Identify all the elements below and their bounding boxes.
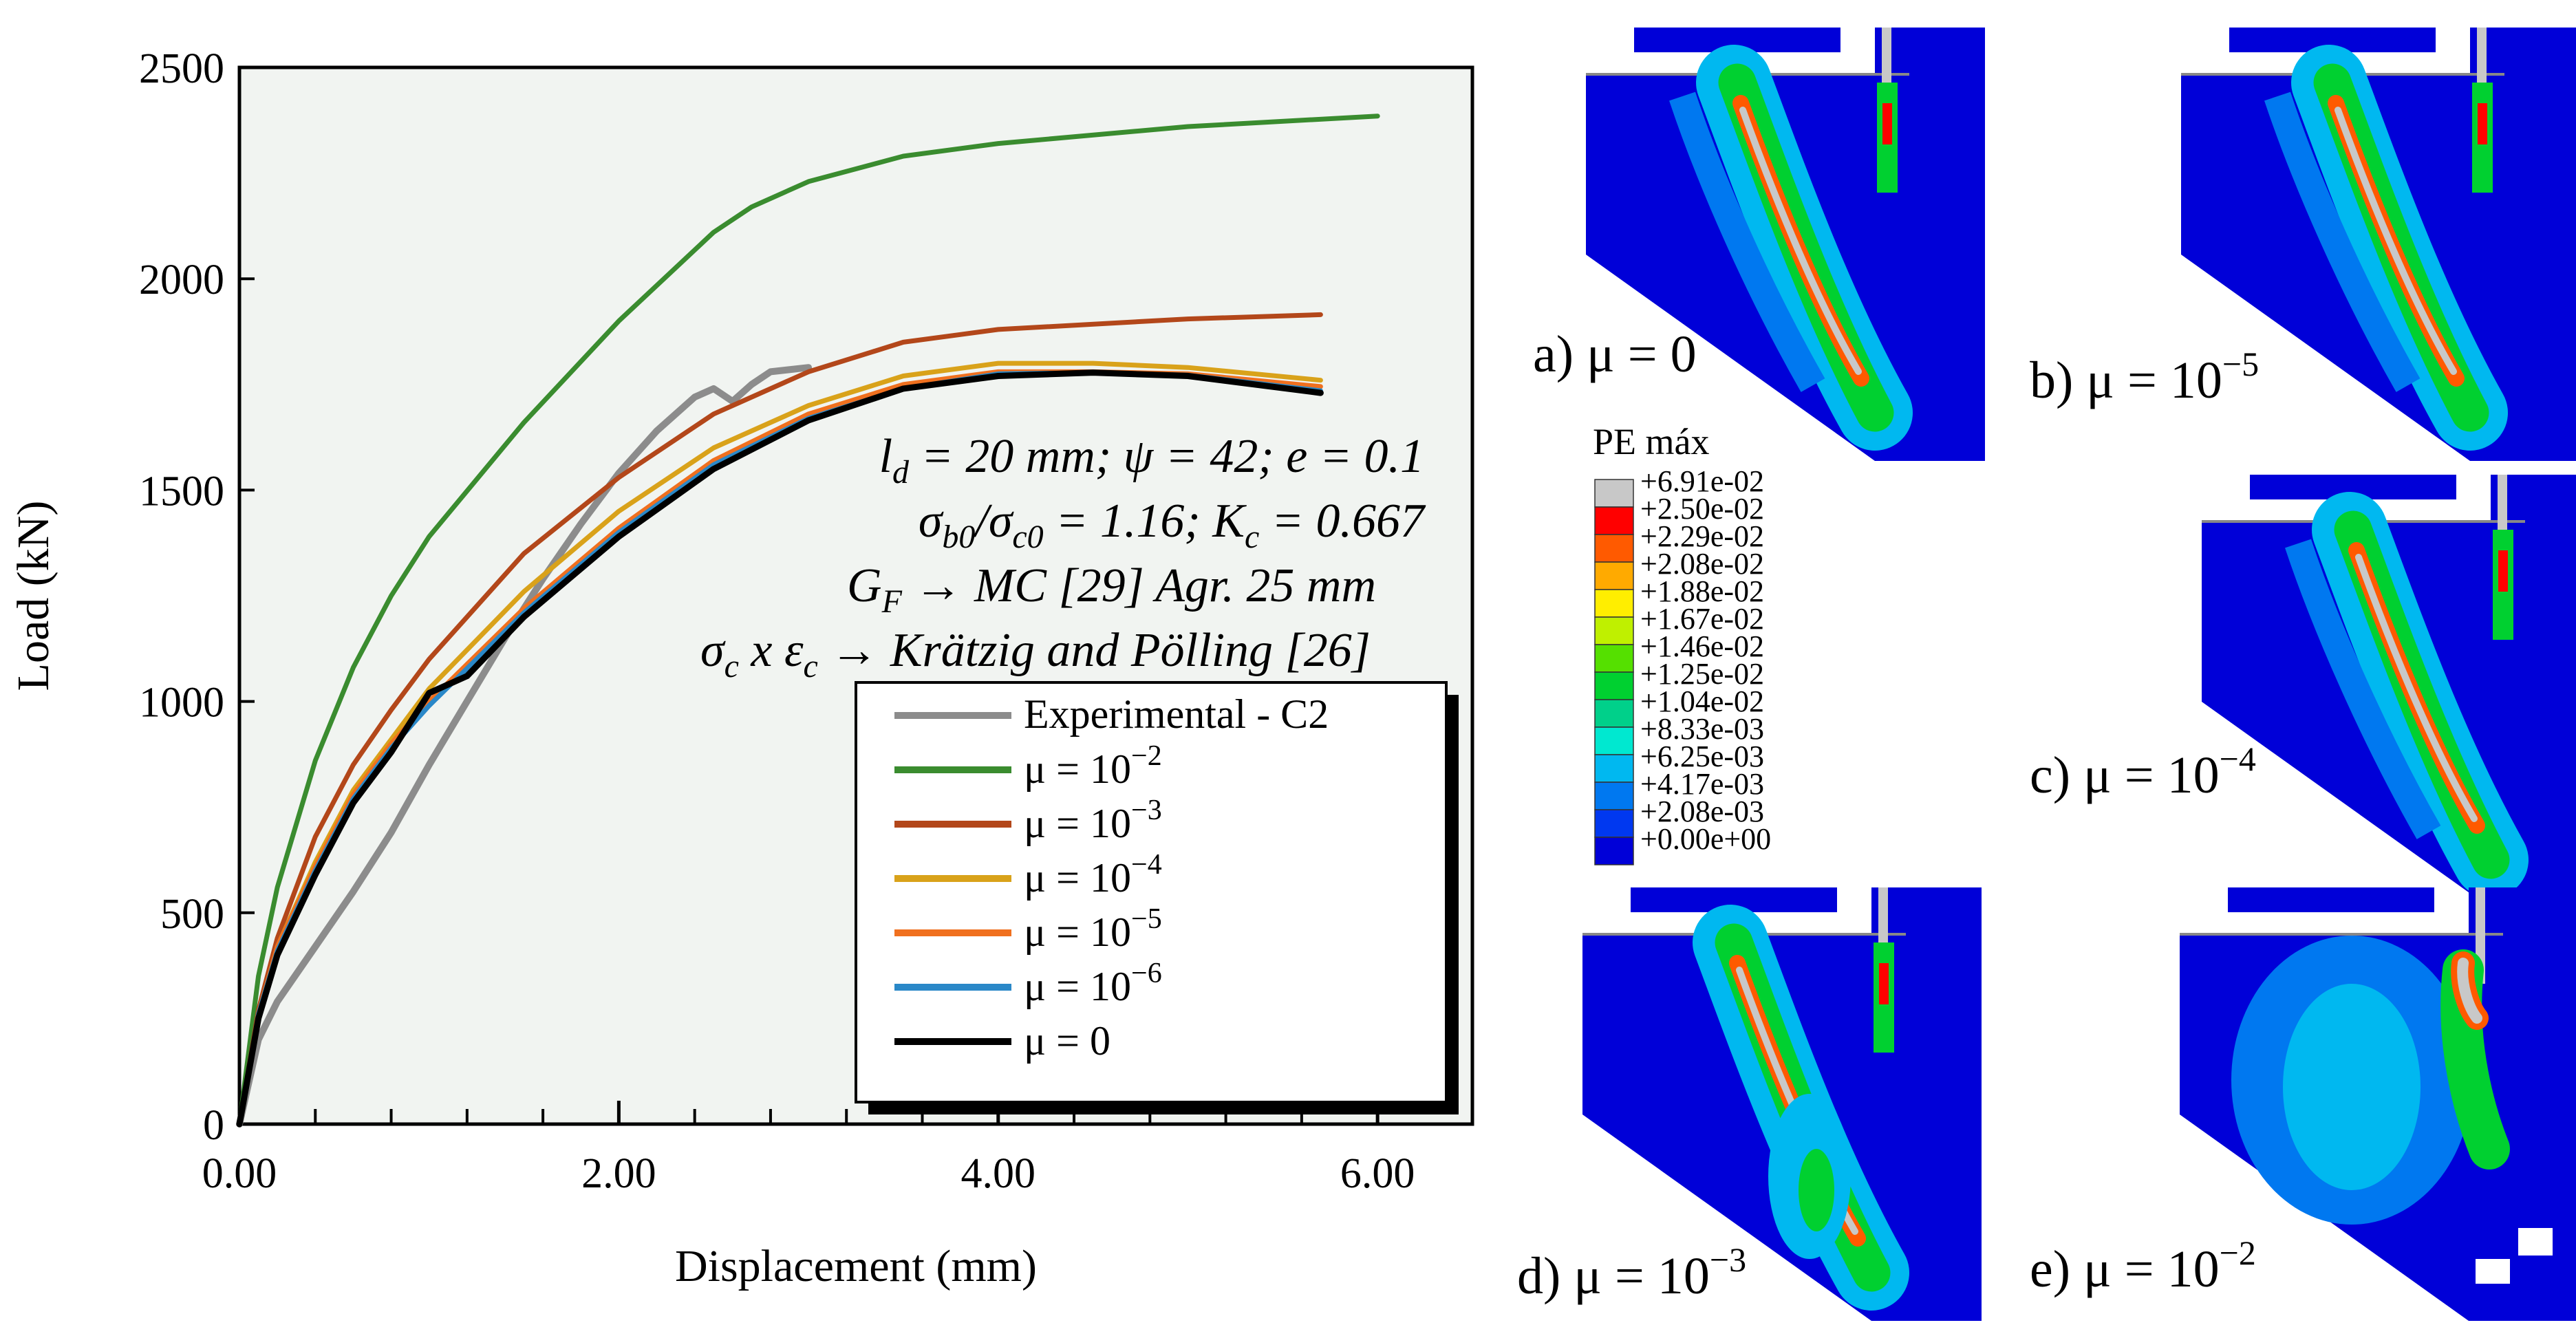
contour-swatch <box>1594 754 1634 783</box>
contour-legend: PE máx +6.91e-02+2.50e-02+2.29e-02+2.08e… <box>1593 421 1771 865</box>
contour-swatch <box>1594 534 1634 563</box>
panel-c: c) μ = 10−4 <box>2030 473 2576 909</box>
contour-value-label: +6.91e-02 <box>1640 464 1764 498</box>
contour-swatch <box>1594 616 1634 645</box>
series-line-1 <box>237 114 1380 1127</box>
contour-value-label: +1.04e-02 <box>1640 685 1764 718</box>
y-tick-label: 1000 <box>139 680 224 726</box>
y-tick-label: 2500 <box>139 45 224 92</box>
contour-legend-title: PE máx <box>1593 421 1710 462</box>
contour-value-label: +2.08e-03 <box>1640 795 1764 828</box>
y-tick-label: 0 <box>203 1102 224 1149</box>
x-tick-label: 2.00 <box>581 1150 656 1197</box>
y-axis-ticks: 0 500 1000 1500 2000 2500 <box>139 45 255 1149</box>
panel-e: e) μ = 10−2 <box>2030 886 2576 1322</box>
contour-swatch <box>1594 561 1634 590</box>
y-tick-label: 2000 <box>139 257 224 303</box>
panel-d: d) μ = 10−3 <box>1517 886 1983 1322</box>
contour-value-label: +1.67e-02 <box>1640 602 1764 636</box>
annotation-line-2: σb0/σc0 = 1.16; Kc = 0.667 <box>919 495 1426 555</box>
contour-value-label: +0.00e+00 <box>1640 822 1771 856</box>
chart-legend: Experimental - C2 μ = 10−2 μ = 10−3 μ = … <box>855 681 1459 1114</box>
legend-label-experimental: Experimental - C2 <box>1024 691 1329 737</box>
legend-label-mu-0: μ = 0 <box>1024 1018 1110 1064</box>
panel-b: b) μ = 10−5 <box>2030 26 2576 462</box>
contour-swatch <box>1594 506 1634 535</box>
x-tick-label: 0.00 <box>202 1150 277 1197</box>
legend-label-mu-1e-5: μ = 10−5 <box>1024 903 1162 955</box>
contour-legend-values: +6.91e-02+2.50e-02+2.29e-02+2.08e-02+1.8… <box>1640 464 1771 856</box>
contour-swatch <box>1594 644 1634 673</box>
panel-label-d: d) μ = 10−3 <box>1517 1240 1746 1305</box>
annotation-line-3: GF → MC [29] Agr. 25 mm <box>847 559 1376 620</box>
contour-swatch <box>1594 809 1634 838</box>
panel-label-c: c) μ = 10−4 <box>2030 740 2256 804</box>
contour-legend-swatches <box>1594 479 1634 865</box>
legend-label-mu-1e-4: μ = 10−4 <box>1024 849 1162 901</box>
contour-swatch <box>1594 837 1634 865</box>
panel-a: a) μ = 0 <box>1533 26 1986 462</box>
x-tick-label: 6.00 <box>1340 1150 1415 1197</box>
series-line-6 <box>236 369 1324 1128</box>
parameter-annotation: ld = 20 mm; ψ = 42; e = 0.1 σb0/σc0 = 1.… <box>700 430 1426 685</box>
series-line-0 <box>236 364 813 1128</box>
panel-label-e: e) μ = 10−2 <box>2030 1233 2256 1298</box>
contour-swatch <box>1594 782 1634 810</box>
contour-swatch <box>1594 726 1634 755</box>
x-tick-label: 4.00 <box>961 1150 1036 1197</box>
y-axis-label: Load (kN) <box>8 501 58 691</box>
contour-value-label: +2.08e-02 <box>1640 547 1764 581</box>
contour-value-label: +1.88e-02 <box>1640 574 1764 608</box>
panel-label-a: a) μ = 0 <box>1533 325 1697 383</box>
contour-value-label: +2.50e-02 <box>1640 492 1764 526</box>
legend-line-samples <box>894 712 1011 1045</box>
y-tick-label: 1500 <box>139 468 224 515</box>
contour-plot-e <box>2178 886 2576 1322</box>
y-tick-label: 500 <box>160 891 224 938</box>
contour-swatch <box>1594 671 1634 700</box>
contour-plot-d <box>1581 886 1983 1322</box>
contour-plot-b <box>2180 26 2576 462</box>
contour-plot-a <box>1585 26 1986 462</box>
contour-value-label: +8.33e-03 <box>1640 712 1764 746</box>
annotation-line-1: ld = 20 mm; ψ = 42; e = 0.1 <box>879 430 1424 491</box>
legend-label-mu-1e-2: μ = 10−2 <box>1024 740 1162 792</box>
contour-value-label: +4.17e-03 <box>1640 767 1764 801</box>
contour-swatch <box>1594 589 1634 618</box>
contour-swatch <box>1594 699 1634 728</box>
contour-value-label: +1.46e-02 <box>1640 629 1764 663</box>
contour-plot-c <box>2200 473 2576 909</box>
annotation-line-4: σc x εc → Krätzig and Pölling [26] <box>700 624 1371 685</box>
contour-swatch <box>1594 479 1634 508</box>
contour-value-label: +2.29e-02 <box>1640 519 1764 553</box>
series-line-2 <box>237 312 1323 1127</box>
x-axis-label: Displacement (mm) <box>675 1241 1037 1291</box>
contour-value-label: +6.25e-03 <box>1640 740 1764 773</box>
legend-label-mu-1e-3: μ = 10−3 <box>1024 795 1162 846</box>
load-displacement-chart: 0 500 1000 1500 2000 2500 0.00 2.00 4.00 6.00 Di… <box>8 45 1474 1291</box>
series-lines <box>236 114 1380 1128</box>
legend-box <box>855 681 1448 1103</box>
contour-value-label: +1.25e-02 <box>1640 657 1764 691</box>
panel-label-b: b) μ = 10−5 <box>2030 345 2259 409</box>
legend-label-mu-1e-6: μ = 10−6 <box>1024 958 1162 1009</box>
